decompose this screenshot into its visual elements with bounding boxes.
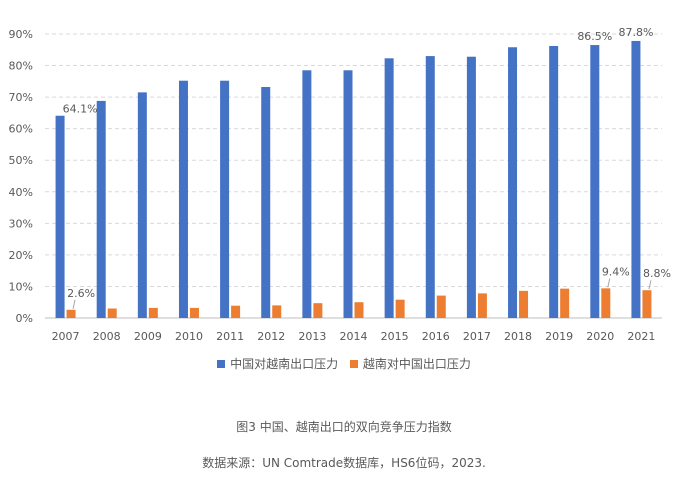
bar-series-1-2010 xyxy=(178,80,188,318)
bar-series-2-2008 xyxy=(107,308,117,318)
bar-series-2-2007 xyxy=(66,309,76,318)
x-tick-label: 2007 xyxy=(52,330,80,343)
bar-series-1-2007 xyxy=(55,115,65,319)
x-tick-label: 2014 xyxy=(340,330,368,343)
legend: 中国对越南出口压力 越南对中国出口压力 xyxy=(0,355,688,372)
legend-item-series-1: 中国对越南出口压力 xyxy=(217,355,338,372)
y-tick-label: 10% xyxy=(9,280,33,293)
bar-series-1-2008 xyxy=(96,100,106,318)
bar-series-1-2016 xyxy=(425,56,435,318)
bar-series-2-2014 xyxy=(354,302,364,318)
data-label-leader xyxy=(72,299,76,309)
y-tick-label: 20% xyxy=(9,249,33,262)
figure-caption: 图3 中国、越南出口的双向竞争压力指数 xyxy=(236,420,452,434)
data-label-leader xyxy=(607,278,611,288)
data-label: 87.8% xyxy=(618,26,653,39)
bar-series-1-2011 xyxy=(220,80,230,318)
bar-series-2-2013 xyxy=(313,303,323,318)
x-tick-label: 2013 xyxy=(298,330,326,343)
bar-series-2-2019 xyxy=(560,288,570,318)
bar-series-2-2021 xyxy=(642,290,652,318)
bar-series-2-2018 xyxy=(519,290,529,318)
x-tick-label: 2016 xyxy=(422,330,450,343)
data-label-leader xyxy=(648,280,652,290)
x-tick-label: 2017 xyxy=(463,330,491,343)
y-tick-label: 40% xyxy=(9,186,33,199)
x-tick-label: 2012 xyxy=(257,330,285,343)
x-tick-label: 2020 xyxy=(586,330,614,343)
bar-series-1-2014 xyxy=(343,70,353,319)
data-label: 86.5% xyxy=(577,30,612,43)
x-tick-label: 2019 xyxy=(545,330,573,343)
y-tick-label: 90% xyxy=(9,28,33,41)
data-label: 9.4% xyxy=(602,265,630,278)
y-tick-label: 30% xyxy=(9,217,33,230)
y-tick-label: 80% xyxy=(9,60,33,73)
bar-series-1-2020 xyxy=(590,45,600,319)
bar-series-2-2016 xyxy=(436,295,446,318)
y-tick-label: 50% xyxy=(9,154,33,167)
bar-series-1-2013 xyxy=(302,70,312,319)
legend-item-series-2: 越南对中国出口压力 xyxy=(349,355,471,372)
y-tick-label: 60% xyxy=(9,123,33,136)
data-label: 8.8% xyxy=(643,267,671,280)
y-tick-label: 70% xyxy=(9,91,33,104)
x-tick-label: 2008 xyxy=(93,330,121,343)
bar-series-1-2018 xyxy=(508,47,518,319)
data-label: 2.6% xyxy=(67,287,95,300)
bar-series-2-2015 xyxy=(395,299,405,318)
bar-series-1-2015 xyxy=(384,58,394,318)
bar-series-2-2012 xyxy=(272,305,282,318)
bar-series-2-2010 xyxy=(189,307,199,318)
data-source-note: 数据来源：UN Comtrade数据库，HS6位码，2023. xyxy=(202,456,486,470)
x-tick-label: 2010 xyxy=(175,330,203,343)
bar-series-2-2009 xyxy=(148,307,158,318)
bar-series-1-2019 xyxy=(549,45,559,318)
bar-series-1-2009 xyxy=(137,92,147,318)
legend-swatch-series-2 xyxy=(349,359,358,368)
bar-chart: 0% 10% 20% 30% 40% 50% 60% 70% 80% 90% 2007 2008 200… xyxy=(9,26,671,343)
legend-label-series-2: 越南对中国出口压力 xyxy=(362,357,471,371)
bar-series-1-2017 xyxy=(466,56,476,318)
bar-series-2-2011 xyxy=(231,305,241,318)
x-tick-label: 2018 xyxy=(504,330,532,343)
x-tick-label: 2011 xyxy=(216,330,244,343)
x-tick-label: 2009 xyxy=(134,330,162,343)
x-tick-label: 2021 xyxy=(627,330,655,343)
bar-series-1-2021 xyxy=(631,40,641,318)
x-tick-label: 2015 xyxy=(381,330,409,343)
y-tick-label: 0% xyxy=(16,312,33,325)
bar-series-1-2012 xyxy=(261,87,271,318)
legend-swatch-series-1 xyxy=(217,359,226,368)
bar-series-2-2017 xyxy=(477,293,487,318)
bar-series-2-2020 xyxy=(601,288,611,318)
legend-label-series-1: 中国对越南出口压力 xyxy=(230,357,339,371)
data-label: 64.1% xyxy=(63,103,98,116)
